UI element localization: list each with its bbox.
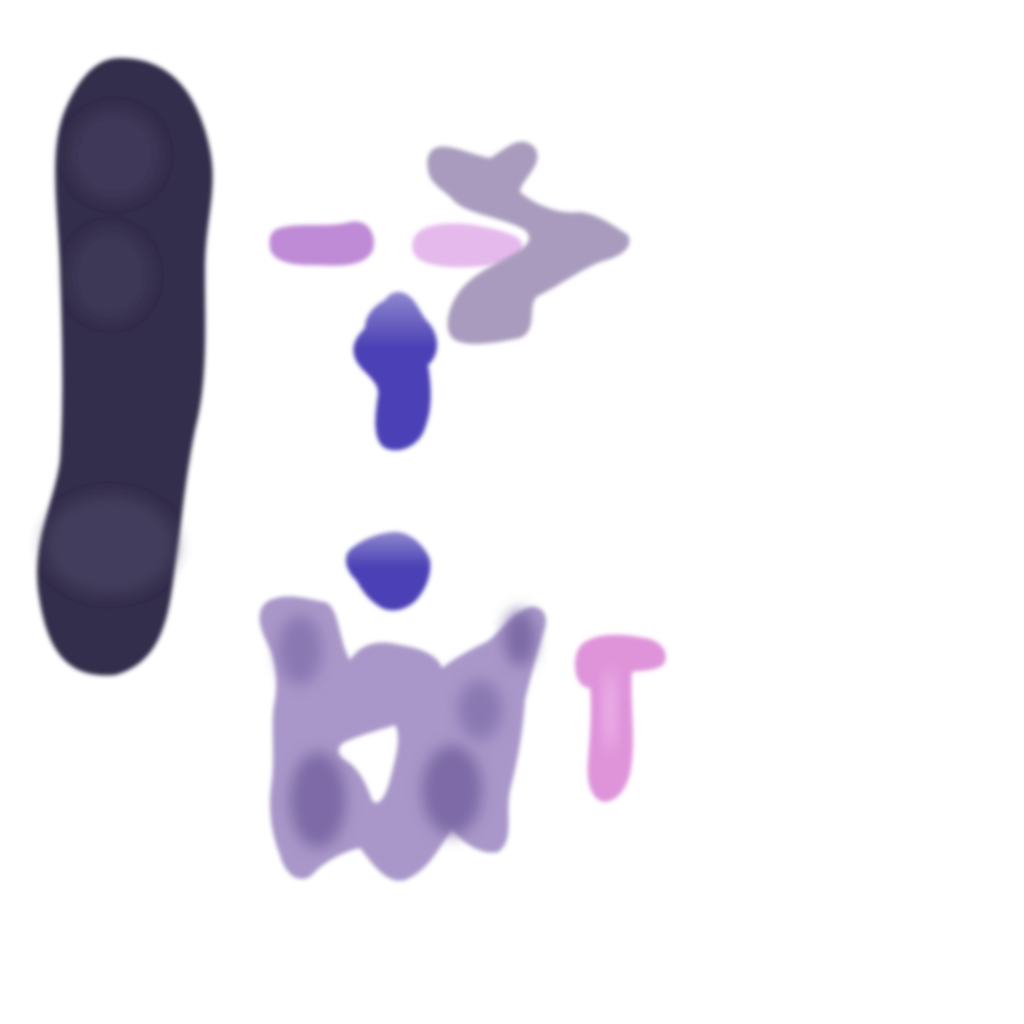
dark-vertical-bar	[37, 58, 213, 676]
blue-blob-lower	[345, 531, 431, 611]
lavender-scribble	[259, 596, 546, 881]
gray-arrow-shape	[427, 141, 630, 344]
light-pink-dash	[412, 223, 523, 268]
pink-t-shape	[575, 634, 666, 802]
blue-blob-upper	[353, 292, 437, 451]
mauve-dash	[269, 221, 374, 266]
